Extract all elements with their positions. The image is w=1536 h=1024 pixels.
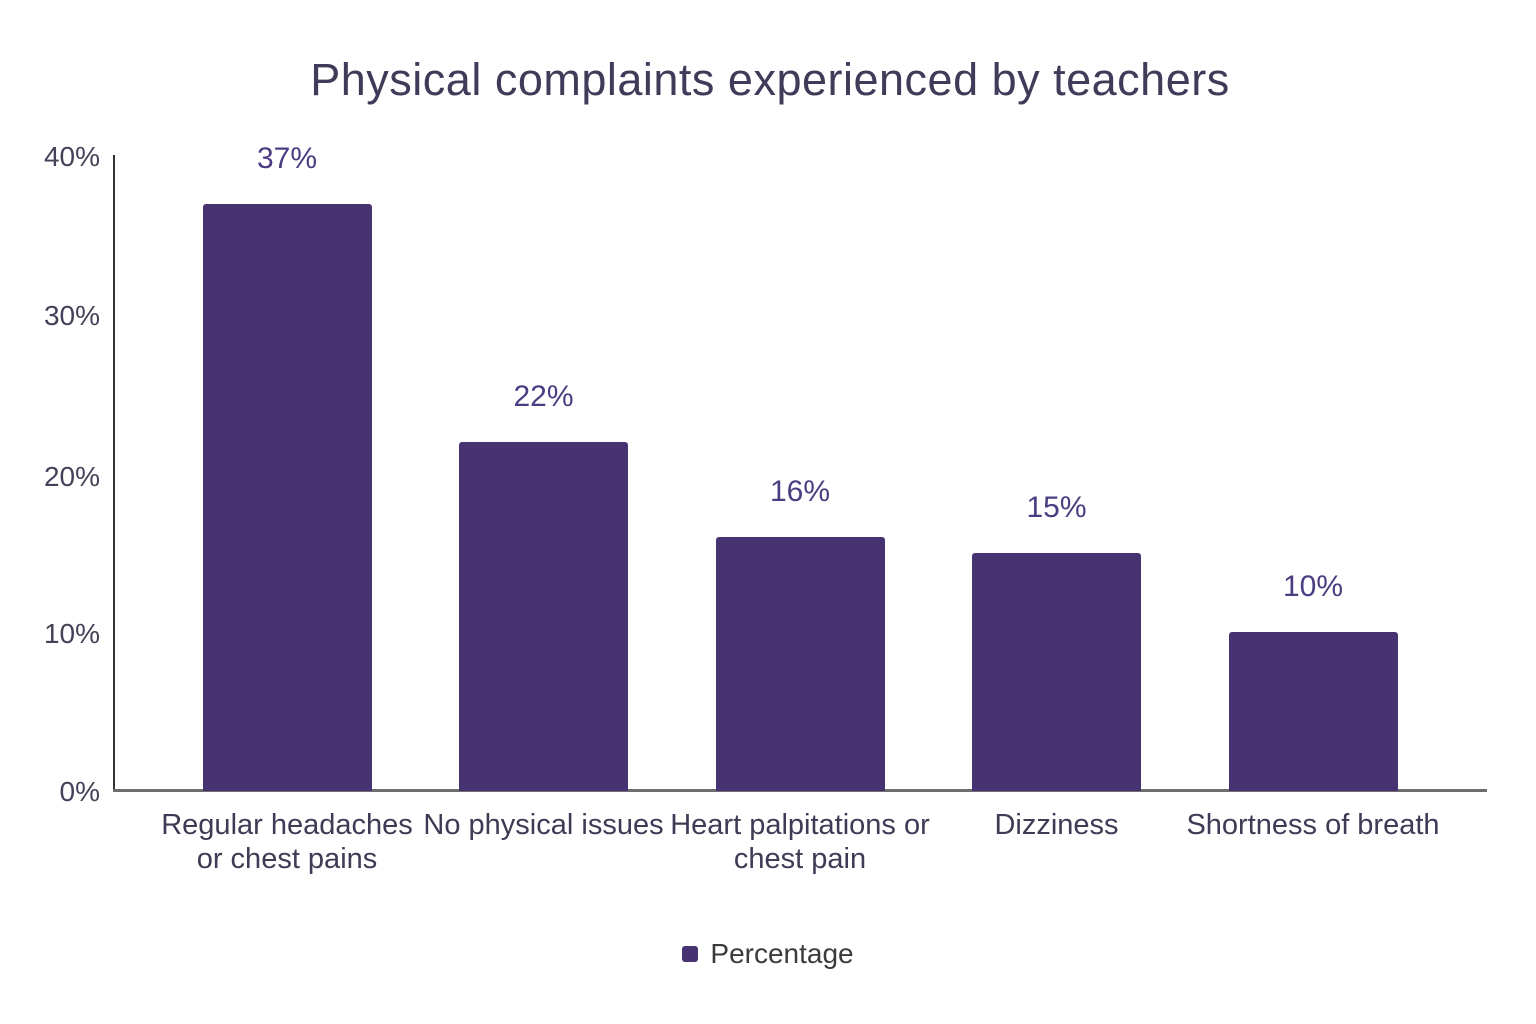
bar-value-label: 15%	[1026, 490, 1087, 524]
bar	[715, 537, 885, 791]
bar	[459, 441, 628, 791]
y-tick-label: 20%	[43, 461, 100, 492]
x-axis-category-line: chest pain	[733, 843, 867, 875]
x-axis-category-label: Heart palpitations or chest pain	[660, 808, 940, 876]
x-axis-category-label: Dizziness	[917, 808, 1197, 842]
bar-value-label: 16%	[769, 475, 831, 508]
bar	[202, 203, 372, 791]
legend-label: Percentage	[710, 938, 854, 969]
x-axis-category-label: No physical issues	[404, 808, 684, 842]
bar-value-label: 22%	[513, 379, 574, 413]
legend-color-swatch	[682, 946, 699, 962]
x-axis-category-line: or chest pains	[196, 843, 378, 875]
y-tick-label: 0%	[59, 776, 100, 807]
bar-value-label: 37%	[256, 141, 318, 175]
y-tick-label: 30%	[43, 300, 100, 331]
x-axis-category-label: Regular headaches or chest pains	[147, 808, 427, 876]
y-tick-label: 10%	[43, 618, 100, 649]
x-axis-category-line: No physical issues	[423, 809, 664, 841]
x-axis-category-line: Heart palpitations or	[670, 809, 930, 841]
bar	[1228, 632, 1398, 791]
x-axis-category-line: Shortness of breath	[1186, 809, 1440, 841]
y-axis-line	[113, 155, 115, 792]
x-axis-category-line: Regular headaches	[161, 809, 413, 841]
x-axis-category-label: Shortness of breath	[1173, 808, 1453, 842]
x-axis-category-line: Dizziness	[994, 809, 1119, 841]
bar-value-label: 10%	[1282, 570, 1344, 604]
bar	[972, 552, 1141, 791]
chart-title: Physical complaints experienced by teach…	[310, 54, 1230, 105]
y-tick-label: 40%	[43, 141, 100, 172]
legend: Percentage	[0, 938, 1536, 970]
